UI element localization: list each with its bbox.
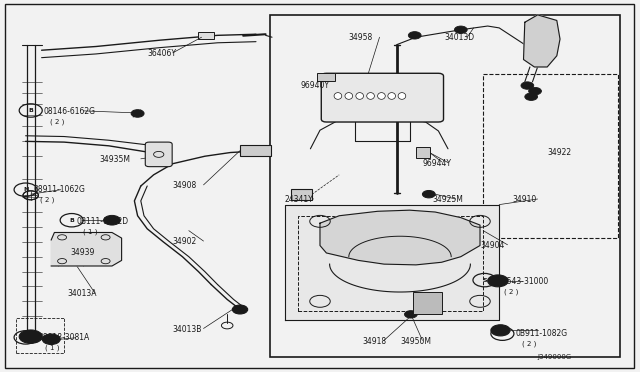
Bar: [336, 103, 429, 115]
Bar: [416, 147, 430, 158]
Text: 08146-6162G: 08146-6162G: [44, 107, 95, 116]
Text: 96944Y: 96944Y: [422, 159, 451, 168]
Bar: [240, 145, 271, 156]
Circle shape: [42, 334, 60, 344]
Circle shape: [529, 87, 541, 95]
Text: 08918-3081A: 08918-3081A: [38, 333, 90, 342]
Circle shape: [408, 32, 421, 39]
Circle shape: [521, 82, 534, 89]
Polygon shape: [285, 205, 499, 320]
Text: 36406Y: 36406Y: [147, 49, 176, 58]
Text: 34925M: 34925M: [432, 195, 463, 203]
Text: 34013B: 34013B: [173, 325, 202, 334]
Circle shape: [454, 26, 467, 33]
Bar: [413, 292, 442, 314]
Ellipse shape: [334, 93, 342, 99]
Text: B: B: [28, 108, 33, 113]
Text: 34013D: 34013D: [445, 33, 475, 42]
Text: 34904: 34904: [480, 241, 504, 250]
Text: N: N: [23, 187, 28, 192]
Text: 34908: 34908: [173, 182, 197, 190]
Text: ( 2 ): ( 2 ): [522, 340, 536, 347]
Ellipse shape: [356, 93, 364, 99]
Circle shape: [24, 333, 37, 340]
Bar: [483, 74, 618, 238]
Text: 34013A: 34013A: [67, 289, 97, 298]
Circle shape: [495, 327, 506, 333]
Text: 96940Y: 96940Y: [301, 81, 330, 90]
Bar: [198, 32, 214, 39]
Text: ( 2 ): ( 2 ): [50, 119, 64, 125]
Circle shape: [491, 325, 510, 336]
Text: ( 1 ): ( 1 ): [83, 228, 98, 235]
Circle shape: [493, 278, 503, 284]
Text: N: N: [23, 335, 28, 340]
Circle shape: [236, 307, 244, 312]
Ellipse shape: [345, 93, 353, 99]
Text: 34950M: 34950M: [400, 337, 431, 346]
Ellipse shape: [398, 93, 406, 99]
Text: 34935M: 34935M: [99, 155, 130, 164]
FancyBboxPatch shape: [145, 142, 172, 167]
Text: ( 2 ): ( 2 ): [40, 196, 54, 203]
Circle shape: [104, 215, 120, 225]
Text: 0B911-1082G: 0B911-1082G: [516, 329, 568, 338]
Ellipse shape: [388, 93, 396, 99]
Text: 34902: 34902: [173, 237, 197, 246]
Ellipse shape: [367, 93, 374, 99]
Circle shape: [47, 337, 56, 342]
Circle shape: [488, 275, 508, 287]
Text: ( 2 ): ( 2 ): [504, 288, 518, 295]
Text: 24341Y: 24341Y: [285, 195, 314, 203]
Text: N: N: [500, 331, 505, 336]
Polygon shape: [51, 232, 122, 266]
Circle shape: [232, 305, 248, 314]
Ellipse shape: [378, 93, 385, 99]
Circle shape: [19, 330, 42, 343]
Circle shape: [422, 190, 435, 198]
Text: ( 1 ): ( 1 ): [45, 344, 60, 351]
Text: 34922: 34922: [547, 148, 572, 157]
Text: 0B111-0202D: 0B111-0202D: [77, 217, 129, 226]
Text: 34910: 34910: [512, 195, 536, 203]
Text: 08911-1062G: 08911-1062G: [34, 185, 86, 194]
Bar: [317, 73, 335, 81]
Text: 34918: 34918: [363, 337, 387, 346]
Polygon shape: [524, 15, 560, 67]
Bar: [291, 189, 312, 200]
Text: 34958: 34958: [349, 33, 373, 42]
Bar: [270, 15, 620, 357]
Circle shape: [404, 311, 417, 318]
Text: B: B: [69, 218, 74, 223]
Polygon shape: [320, 210, 480, 265]
Circle shape: [131, 110, 144, 117]
Circle shape: [525, 93, 538, 100]
Text: 34939: 34939: [70, 248, 95, 257]
FancyBboxPatch shape: [321, 73, 444, 122]
Text: S: S: [482, 278, 487, 283]
Text: J349000G: J349000G: [538, 354, 572, 360]
Text: 08543-31000: 08543-31000: [498, 277, 549, 286]
